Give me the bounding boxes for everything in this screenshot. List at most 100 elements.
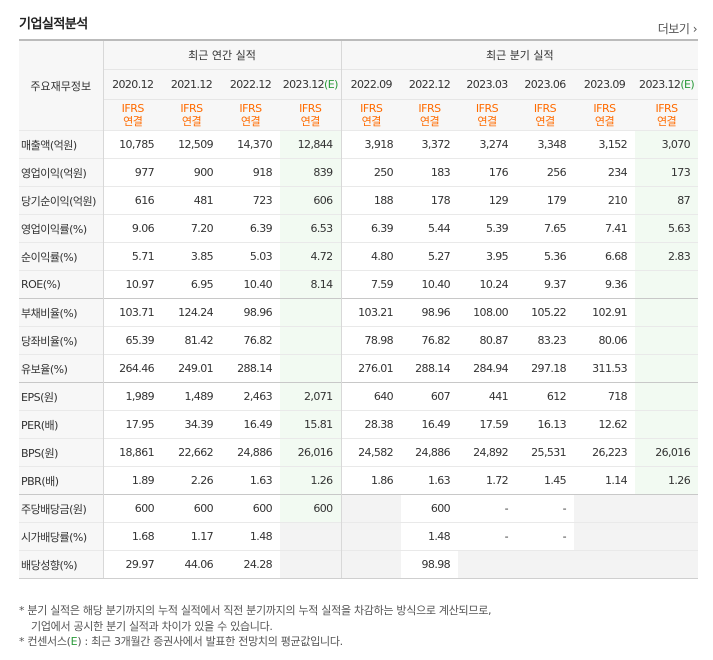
ifrs-label: IFRS <box>533 102 557 115</box>
row-label: 배당성향(%) <box>19 550 104 579</box>
ifrs-header: IFRS 연결 <box>574 99 636 131</box>
period-label: 2023.09 <box>583 78 626 91</box>
table-row: 당기순이익(억원) 616 481 723 606 188 178 129 179 210 87 <box>19 186 699 215</box>
table-cell: 1,989 <box>103 382 162 411</box>
consolidated-label: 연결 <box>240 115 261 128</box>
table-cell: - <box>458 494 517 523</box>
table-cell: 83.23 <box>516 326 575 355</box>
ifrs-header: IFRS 연결 <box>221 99 280 131</box>
table-cell: - <box>458 522 517 551</box>
row-label: PBR(배) <box>19 466 104 495</box>
table-cell <box>280 522 342 551</box>
more-link[interactable]: 더보기 › <box>658 20 698 37</box>
financial-table: 주요재무정보 최근 연간 실적 최근 분기 실적 2020.12 2021.12 2… <box>19 39 699 579</box>
table-cell: 12.62 <box>574 410 636 439</box>
table-cell: 2,071 <box>280 382 342 411</box>
period-header: 2022.12 <box>221 69 280 100</box>
table-cell: 616 <box>103 186 162 215</box>
table-cell: 640 <box>340 382 402 411</box>
table-cell <box>635 550 699 579</box>
table-cell: 600 <box>162 494 221 523</box>
table-cell: 3.85 <box>162 242 221 271</box>
table-cell: 600 <box>221 494 280 523</box>
table-cell <box>458 550 517 579</box>
period-header: 2021.12 <box>162 69 221 100</box>
table-cell: 481 <box>162 186 221 215</box>
footnote-quarterly: * 분기 실적은 해당 분기까지의 누적 실적에서 직전 분기까지의 누적 실적… <box>19 604 492 617</box>
consolidated-label: 연결 <box>181 115 202 128</box>
consolidated-label: 연결 <box>656 115 677 128</box>
table-cell: 178 <box>401 186 459 215</box>
row-label: 매출액(억원) <box>19 130 104 159</box>
period-label: 2020.12 <box>112 78 154 91</box>
table-cell: 18,861 <box>103 438 162 467</box>
row-label: EPS(원) <box>19 382 104 411</box>
table-cell: 210 <box>574 186 636 215</box>
table-cell: 5.63 <box>635 214 699 243</box>
ifrs-header: IFRS 연결 <box>516 99 575 131</box>
table-cell: 723 <box>221 186 280 215</box>
table-cell: 284.94 <box>458 354 517 383</box>
table-cell: 1.68 <box>103 522 162 551</box>
table-cell: 612 <box>516 382 575 411</box>
table-row: 당좌비율(%) 65.39 81.42 76.82 78.98 76.82 80.87 83.… <box>19 326 699 355</box>
table-cell: 2.26 <box>162 466 221 495</box>
table-cell: 10,785 <box>103 130 162 159</box>
table-cell: 600 <box>280 494 342 523</box>
consolidated-label: 연결 <box>535 115 555 128</box>
table-cell <box>280 326 342 355</box>
table-cell: 10.97 <box>103 270 162 299</box>
table-cell: 9.37 <box>516 270 575 299</box>
ifrs-label: IFRS <box>239 102 262 115</box>
period-label: 2022.09 <box>350 78 393 91</box>
table-row: ROE(%) 10.97 6.95 10.40 8.14 7.59 10.40 10.24 9.… <box>19 270 699 299</box>
table-cell: 1.63 <box>221 466 280 495</box>
table-cell: 176 <box>458 158 517 187</box>
table-cell: 10.40 <box>401 270 459 299</box>
table-cell: 24.28 <box>221 550 280 579</box>
ifrs-label: IFRS <box>655 102 678 115</box>
table-row: 유보율(%) 264.46 249.01 288.14 276.01 288.14 284.… <box>19 354 699 383</box>
table-cell: 16.49 <box>221 410 280 439</box>
table-cell: 5.27 <box>401 242 459 271</box>
table-row: 영업이익률(%) 9.06 7.20 6.39 6.53 6.39 5.44 5.39 7.65… <box>19 214 699 243</box>
period-header: 2022.12 <box>401 69 459 100</box>
section-title: 기업실적분석 <box>19 17 88 32</box>
table-row: 배당성향(%) 29.97 44.06 24.28 98.98 <box>19 550 699 579</box>
table-cell <box>635 354 699 383</box>
table-cell: 1.17 <box>162 522 221 551</box>
table-cell: 977 <box>103 158 162 187</box>
ifrs-label: IFRS <box>299 102 322 115</box>
table-row: PBR(배) 1.89 2.26 1.63 1.26 1.86 1.63 1.72 1.45 1.… <box>19 466 699 495</box>
table-cell <box>635 494 699 523</box>
consolidated-label: 연결 <box>123 115 143 128</box>
table-cell: 6.39 <box>221 214 280 243</box>
table-cell: 81.42 <box>162 326 221 355</box>
table-cell: 80.06 <box>574 326 636 355</box>
table-cell: 65.39 <box>103 326 162 355</box>
table-cell: 14,370 <box>221 130 280 159</box>
table-cell: 17.59 <box>458 410 517 439</box>
row-label: ROE(%) <box>19 270 104 299</box>
table-cell <box>340 550 402 579</box>
table-cell: 1,489 <box>162 382 221 411</box>
table-cell: 7.20 <box>162 214 221 243</box>
table-cell <box>635 298 699 327</box>
table-row: 주당배당금(원) 600 600 600 600 600- - <box>19 494 699 523</box>
table-cell: 600 <box>401 494 459 523</box>
table-cell: 256 <box>516 158 575 187</box>
table-row: 매출액(억원) 10,785 12,509 14,370 12,844 3,918 3,37… <box>19 130 699 159</box>
table-cell: 6.53 <box>280 214 342 243</box>
table-cell <box>280 298 342 327</box>
table-cell: 288.14 <box>221 354 280 383</box>
ifrs-label: IFRS <box>360 102 383 115</box>
table-cell <box>574 522 636 551</box>
consensus-mark: (E) <box>324 78 338 91</box>
table-cell: 78.98 <box>340 326 402 355</box>
table-cell: 1.63 <box>401 466 459 495</box>
table-cell: 1.14 <box>574 466 636 495</box>
consensus-mark: (E) <box>680 78 695 91</box>
table-cell: 108.00 <box>458 298 517 327</box>
table-cell: 5.71 <box>103 242 162 271</box>
table-cell: 4.72 <box>280 242 342 271</box>
